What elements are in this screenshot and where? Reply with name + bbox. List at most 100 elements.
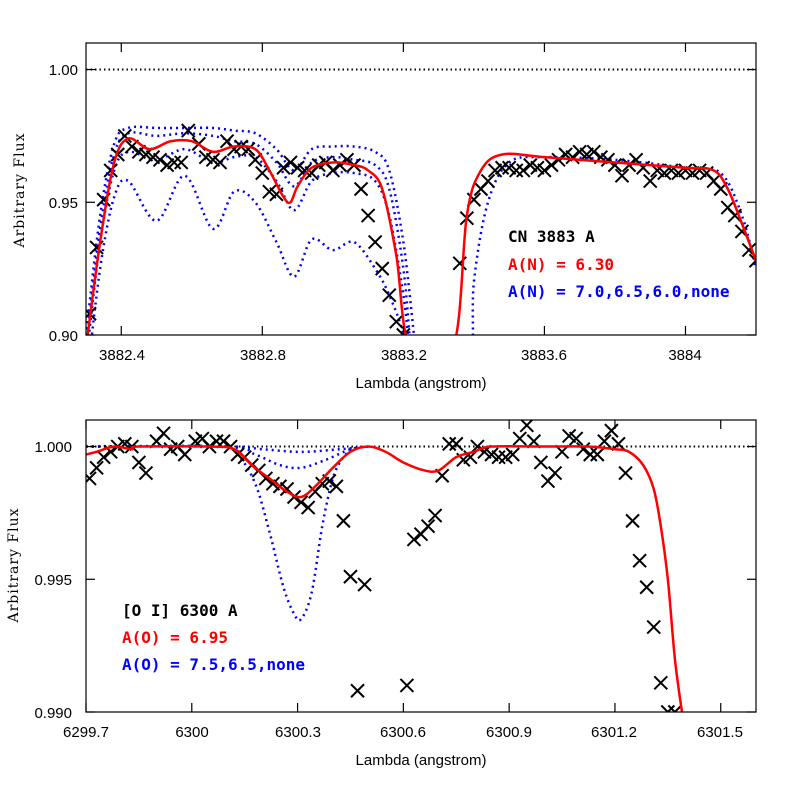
observed-data-point-marker <box>576 441 591 457</box>
observed-data-point-marker <box>367 234 383 250</box>
observed-data-point-marker <box>667 704 683 712</box>
best-fit-curve <box>86 137 756 335</box>
observed-data-point-marker <box>276 160 291 175</box>
observed-data-point-marker <box>117 128 132 144</box>
observed-data-point-marker <box>748 253 756 268</box>
bottom-xtick-label: 6299.7 <box>63 724 109 741</box>
top-legend-fit: A(N) = 6.30 <box>508 255 614 274</box>
observed-data-point-marker <box>544 157 559 173</box>
alternate-abundance-curve <box>87 147 410 335</box>
observed-data-point-marker <box>491 449 506 465</box>
observed-data-point-marker <box>643 173 658 189</box>
bottom-xtick-label: 6300.9 <box>486 724 532 741</box>
observed-data-point-marker <box>632 553 647 568</box>
observed-data-point-marker <box>646 619 661 635</box>
observed-data-point-marker <box>618 465 633 481</box>
observed-data-point-marker <box>505 447 520 462</box>
bottom-plot-frame <box>85 419 757 713</box>
top-axis-ticks <box>86 43 756 336</box>
observed-data-point-marker <box>519 420 534 433</box>
top-xtick-label: 3883.6 <box>521 347 567 364</box>
observed-data-point-marker <box>89 460 104 475</box>
bottom-axis-ticks <box>85 420 756 713</box>
bottom-xtick-label: 6301.2 <box>591 724 637 741</box>
observed-data-point-marker <box>293 495 309 510</box>
bottom-plot-curves <box>86 420 756 712</box>
observed-data-point-marker <box>241 141 256 157</box>
bottom-ytick-label: 1.000 <box>34 439 72 456</box>
observed-data-point-marker <box>300 500 316 515</box>
observed-data-point-marker <box>350 683 365 698</box>
observed-data-point-marker <box>152 152 168 168</box>
bottom-legend-title: [O I] 6300 A <box>122 601 238 620</box>
observed-data-point-marker <box>586 144 601 160</box>
observed-data-point-marker <box>625 513 640 529</box>
observed-data-point-marker <box>325 163 341 178</box>
bottom-legend-alternates: A(O) = 7.5,6.5,none <box>122 655 305 674</box>
observed-data-point-marker <box>607 157 623 173</box>
top-xtick-label: 3883.2 <box>381 347 427 364</box>
observed-data-point-marker <box>442 436 457 452</box>
observed-data-point-marker <box>103 163 118 178</box>
bottom-xtick-label: 6300 <box>175 724 208 741</box>
observed-data-point-marker <box>516 163 531 178</box>
observed-data-point-marker <box>382 287 397 303</box>
observed-data-point-marker <box>181 123 196 138</box>
observed-data-point-marker <box>621 157 637 173</box>
top-ytick-label: 1.00 <box>49 62 78 79</box>
observed-data-point-marker <box>653 675 668 691</box>
observed-data-point-marker <box>96 449 111 465</box>
top-x-axis-title: Lambda (angstrom) <box>356 375 487 392</box>
bottom-legend-fit: A(O) = 6.95 <box>122 628 228 647</box>
bottom-xtick-label: 6301.5 <box>697 724 743 741</box>
alternate-abundance-curve <box>86 125 416 335</box>
observed-data-point-marker <box>590 447 605 462</box>
observed-data-point-marker <box>166 155 182 170</box>
observed-data-point-marker <box>396 327 411 335</box>
observed-data-point-marker <box>353 181 369 197</box>
observed-data-point-marker <box>156 426 171 441</box>
observed-data-point-marker <box>283 155 298 170</box>
observed-data-point-marker <box>177 447 192 462</box>
observed-data-point-marker <box>357 577 372 592</box>
top-y-axis-title: Arbitrary Flux <box>12 132 28 248</box>
observed-data-point-marker <box>174 155 189 170</box>
bottom-ytick-label: 0.995 <box>34 572 72 589</box>
observed-data-point-marker <box>639 580 654 595</box>
observed-data-point-marker <box>332 157 348 173</box>
observed-data-point-marker <box>600 152 616 168</box>
bottom-x-axis-title: Lambda (angstrom) <box>356 752 487 769</box>
observed-data-point-marker <box>255 165 270 181</box>
top-legend-alternates: A(N) = 7.0,6.5,6.0,none <box>508 282 730 301</box>
observed-data-point-marker <box>375 261 390 276</box>
top-ytick-label: 0.95 <box>49 195 78 212</box>
observed-data-point-marker <box>568 431 584 446</box>
observed-data-point-marker <box>399 678 415 693</box>
observed-data-point-marker <box>660 704 676 712</box>
observed-data-point-marker <box>138 465 154 481</box>
observed-data-point-marker <box>604 423 619 438</box>
observed-data-point-marker <box>212 155 228 170</box>
top-plot-frame <box>85 42 757 336</box>
observed-data-point-marker <box>583 447 598 462</box>
top-legend-title: CN 3883 A <box>508 227 595 246</box>
observed-data-point-marker <box>406 532 422 547</box>
bottom-panel: 1.000 0.995 0.990 6299.7 6300 6300.3 630… <box>6 419 757 769</box>
bottom-ytick-label: 0.990 <box>34 705 72 722</box>
observed-data-point-marker <box>420 518 436 534</box>
observed-data-point-marker <box>565 149 580 165</box>
top-ytick-label: 0.90 <box>49 328 78 345</box>
observed-data-point-marker <box>131 455 147 470</box>
observed-data-point-marker <box>597 434 612 449</box>
observed-data-point-marker <box>389 314 404 329</box>
alternate-abundance-curve <box>86 444 369 622</box>
observed-data-point-marker <box>533 455 549 470</box>
bottom-xtick-label: 6300.3 <box>275 724 321 741</box>
observed-data-point-marker <box>494 160 510 175</box>
observed-data-point-marker <box>449 436 464 452</box>
alternate-abundance-curve <box>90 155 756 335</box>
observed-data-point-marker <box>614 168 630 183</box>
observed-data-point-marker <box>343 569 358 584</box>
observed-data-point-marker <box>86 471 97 486</box>
bottom-xtick-label: 6300.6 <box>380 724 426 741</box>
